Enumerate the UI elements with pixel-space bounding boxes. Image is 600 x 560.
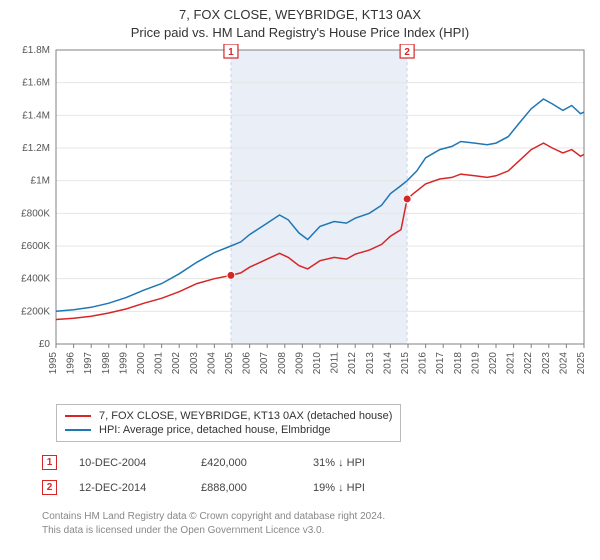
svg-text:2009: 2009: [294, 352, 305, 375]
sale-date: 10-DEC-2004: [79, 457, 179, 469]
svg-text:2005: 2005: [224, 352, 235, 375]
legend-item: HPI: Average price, detached house, Elmb…: [65, 423, 392, 437]
svg-text:2022: 2022: [523, 352, 534, 375]
sale-row: 2 12-DEC-2014 £888,000 19% ↓ HPI: [42, 475, 413, 500]
svg-text:2011: 2011: [330, 352, 341, 374]
sale-delta: 19% ↓ HPI: [313, 482, 413, 494]
legend-item: 7, FOX CLOSE, WEYBRIDGE, KT13 0AX (detac…: [65, 409, 392, 423]
svg-text:£200K: £200K: [21, 306, 50, 317]
footer-line2: This data is licensed under the Open Gov…: [42, 524, 385, 538]
svg-text:2000: 2000: [136, 352, 147, 375]
svg-text:2013: 2013: [365, 352, 376, 375]
legend-label: HPI: Average price, detached house, Elmb…: [99, 424, 331, 436]
svg-text:2015: 2015: [400, 352, 411, 375]
chart-svg: £0 £200K £400K £600K £800K £1M £1.2M £1.4M £1.6M…: [10, 44, 590, 394]
svg-text:1998: 1998: [101, 352, 112, 375]
svg-text:£800K: £800K: [21, 208, 50, 219]
svg-text:2019: 2019: [470, 352, 481, 375]
svg-text:2023: 2023: [541, 352, 552, 375]
svg-text:2003: 2003: [189, 352, 200, 375]
svg-text:1997: 1997: [83, 352, 94, 375]
svg-text:2024: 2024: [558, 352, 569, 375]
legend: 7, FOX CLOSE, WEYBRIDGE, KT13 0AX (detac…: [56, 404, 401, 442]
svg-text:2006: 2006: [242, 352, 253, 375]
svg-text:1999: 1999: [118, 352, 129, 375]
svg-text:2021: 2021: [506, 352, 517, 375]
svg-text:£1M: £1M: [31, 176, 50, 187]
svg-text:£400K: £400K: [21, 274, 50, 285]
footer-note: Contains HM Land Registry data © Crown c…: [42, 510, 385, 537]
svg-text:£0: £0: [39, 339, 51, 350]
svg-text:2002: 2002: [171, 352, 182, 375]
svg-text:£1.6M: £1.6M: [22, 78, 50, 89]
sale-row: 1 10-DEC-2004 £420,000 31% ↓ HPI: [42, 450, 413, 475]
svg-text:2008: 2008: [277, 352, 288, 375]
svg-text:1: 1: [228, 47, 234, 58]
chart-area: £0 £200K £400K £600K £800K £1M £1.2M £1.4M £1.6M…: [10, 44, 590, 394]
svg-text:2020: 2020: [488, 352, 499, 375]
svg-text:1995: 1995: [48, 352, 59, 375]
svg-text:2010: 2010: [312, 352, 323, 375]
legend-label: 7, FOX CLOSE, WEYBRIDGE, KT13 0AX (detac…: [99, 410, 392, 422]
svg-text:£1.2M: £1.2M: [22, 143, 50, 154]
svg-text:2014: 2014: [382, 352, 393, 375]
sale-date: 12-DEC-2014: [79, 482, 179, 494]
sale-marker-icon: 2: [42, 480, 57, 495]
svg-text:2: 2: [404, 47, 410, 58]
footer-line1: Contains HM Land Registry data © Crown c…: [42, 510, 385, 524]
svg-text:£1.4M: £1.4M: [22, 110, 50, 121]
legend-swatch: [65, 429, 91, 431]
chart-title-block: 7, FOX CLOSE, WEYBRIDGE, KT13 0AX Price …: [0, 0, 600, 41]
svg-text:2016: 2016: [418, 352, 429, 375]
sale-price: £420,000: [201, 457, 291, 469]
svg-text:2012: 2012: [347, 352, 358, 375]
svg-text:2001: 2001: [154, 352, 165, 375]
sale-table: 1 10-DEC-2004 £420,000 31% ↓ HPI 2 12-DE…: [42, 450, 413, 500]
svg-text:2004: 2004: [206, 352, 217, 375]
svg-text:2017: 2017: [435, 352, 446, 375]
sale-price: £888,000: [201, 482, 291, 494]
svg-text:2007: 2007: [259, 352, 270, 375]
legend-swatch: [65, 415, 91, 417]
svg-text:2025: 2025: [576, 352, 587, 375]
chart-title-line1: 7, FOX CLOSE, WEYBRIDGE, KT13 0AX: [0, 6, 600, 24]
sale-marker-icon: 1: [42, 455, 57, 470]
svg-text:1996: 1996: [66, 352, 77, 375]
sale-delta: 31% ↓ HPI: [313, 457, 413, 469]
svg-text:£1.8M: £1.8M: [22, 45, 50, 56]
chart-title-line2: Price paid vs. HM Land Registry's House …: [0, 24, 600, 42]
svg-text:£600K: £600K: [21, 241, 50, 252]
svg-text:2018: 2018: [453, 352, 464, 375]
